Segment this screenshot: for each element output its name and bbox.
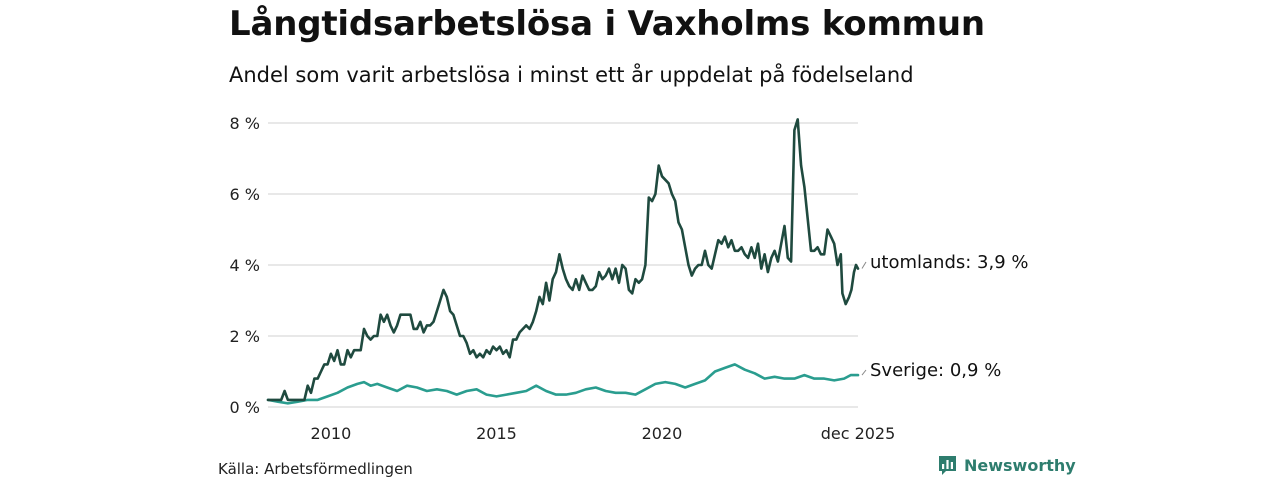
label-connector: [861, 261, 867, 269]
x-tick-label: dec 2025: [821, 424, 896, 443]
brand-logo[interactable]: Newsworthy: [938, 455, 1076, 476]
label-connector: [861, 369, 867, 376]
y-tick-label: 4 %: [230, 256, 260, 275]
y-tick-label: 0 %: [230, 398, 260, 417]
chart-title: Långtidsarbetslösa i Vaxholms kommun: [229, 4, 985, 44]
brand-name: Newsworthy: [964, 456, 1076, 475]
series-label-sverige: Sverige: 0,9 %: [870, 360, 1001, 381]
series-line-sverige: [266, 363, 860, 405]
y-tick-label: 2 %: [230, 327, 260, 346]
x-tick-label: 2010: [311, 424, 352, 443]
x-axis-ticks: 2010 2015 2020 dec 2025: [311, 424, 896, 443]
y-tick-label: 8 %: [230, 114, 260, 133]
y-tick-label: 6 %: [230, 185, 260, 204]
chart-subtitle: Andel som varit arbetslösa i minst ett å…: [229, 63, 914, 87]
series-line-utomlands: [266, 118, 860, 402]
series-lines: [266, 118, 860, 405]
series-end-labels: Sverige: 0,9 % utomlands: 3,9 %: [861, 252, 1029, 381]
y-axis-ticks: 0 % 2 % 4 % 6 % 8 %: [230, 114, 260, 417]
x-tick-label: 2015: [476, 424, 517, 443]
series-label-utomlands: utomlands: 3,9 %: [870, 252, 1029, 273]
x-tick-label: 2020: [642, 424, 683, 443]
source-note: Källa: Arbetsförmedlingen: [218, 460, 413, 478]
bar-chart-icon: [939, 456, 956, 475]
